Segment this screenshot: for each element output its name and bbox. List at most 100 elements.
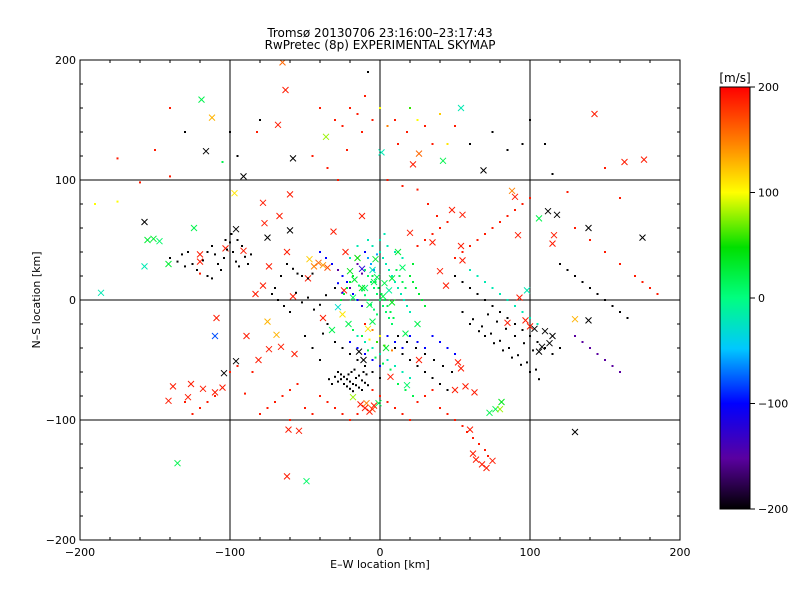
dot-point — [199, 407, 201, 409]
cross-point — [349, 393, 357, 401]
cross-point — [184, 393, 192, 401]
dot-point — [304, 335, 306, 337]
dot-point — [388, 269, 390, 271]
dot-point — [611, 365, 614, 367]
dot-point — [517, 354, 519, 357]
dot-point — [461, 425, 464, 427]
dot-point — [394, 281, 396, 283]
cross-point — [334, 303, 342, 311]
cross-stroke — [550, 231, 558, 239]
dot-point — [301, 301, 303, 304]
dot-point — [397, 143, 399, 145]
cross-stroke — [286, 227, 294, 234]
dot-point — [394, 365, 396, 367]
dot-point — [181, 253, 183, 256]
dot-point — [352, 329, 354, 331]
dot-point — [454, 419, 456, 421]
cross-stroke — [274, 121, 282, 129]
dot-point — [526, 361, 528, 364]
dot-point — [364, 365, 366, 367]
dot-point — [415, 347, 417, 349]
cross-point — [211, 389, 219, 396]
cross-point — [202, 147, 210, 155]
dot-point — [224, 239, 227, 241]
cross-stroke — [156, 237, 163, 245]
dot-point — [454, 125, 456, 127]
dot-point — [454, 353, 456, 355]
dot-point — [611, 305, 614, 307]
cross-stroke — [585, 317, 592, 324]
dot-point — [506, 215, 509, 217]
cross-stroke — [285, 426, 292, 433]
dot-point — [238, 265, 240, 268]
dot-point — [289, 311, 291, 313]
dot-point — [391, 349, 393, 352]
cross-point — [457, 104, 465, 112]
cross-stroke — [471, 389, 478, 396]
x-axis-label: E–W location [km] — [330, 558, 430, 571]
cross-stroke — [388, 275, 396, 282]
cross-point — [232, 357, 240, 365]
dot-point — [446, 389, 449, 391]
cross-stroke — [358, 212, 366, 220]
dot-point — [250, 253, 252, 256]
dot-point — [409, 335, 411, 337]
cross-stroke — [208, 114, 216, 121]
cross-stroke — [243, 332, 250, 340]
cross-point — [363, 399, 370, 407]
cross-stroke — [415, 356, 423, 364]
dot-point — [383, 233, 386, 235]
dot-point — [389, 311, 392, 313]
dot-point — [364, 294, 366, 297]
dot-point — [341, 291, 344, 294]
dot-point — [566, 191, 569, 193]
cross-stroke — [369, 318, 376, 325]
cross-point — [531, 325, 538, 333]
cross-stroke — [358, 265, 366, 273]
cross-stroke — [549, 240, 556, 247]
dot-point — [334, 119, 336, 121]
dot-point — [202, 259, 204, 262]
colorbar-tick-label: 200 — [758, 81, 779, 94]
cross-stroke — [187, 380, 195, 388]
dot-point — [349, 107, 351, 109]
dot-point — [386, 401, 389, 403]
cross-point — [378, 149, 385, 156]
dot-point — [446, 347, 449, 349]
cross-stroke — [363, 399, 370, 407]
cross-point — [571, 428, 579, 436]
cross-point — [220, 369, 228, 377]
dot-point — [404, 389, 407, 391]
cross-stroke — [585, 224, 592, 232]
cross-point — [498, 398, 505, 406]
dot-point — [469, 269, 471, 271]
dot-point — [340, 373, 342, 376]
dot-point — [295, 291, 297, 294]
dot-point — [514, 335, 516, 337]
cross-stroke — [442, 282, 450, 289]
cross-stroke — [211, 389, 219, 396]
dot-point — [476, 239, 479, 241]
cross-stroke — [310, 263, 318, 270]
dot-point — [367, 299, 369, 301]
dot-point — [196, 269, 198, 271]
cross-point — [388, 275, 396, 282]
cross-stroke — [261, 219, 268, 227]
cross-point — [259, 199, 267, 207]
dot-point — [559, 347, 561, 349]
cross-stroke — [498, 398, 505, 406]
x-tick-label: −100 — [215, 546, 245, 559]
cross-point — [286, 191, 294, 198]
cross-point — [295, 427, 303, 435]
dot-point — [388, 317, 390, 319]
cross-stroke — [370, 402, 378, 409]
cross-stroke — [457, 242, 465, 250]
cross-point — [387, 373, 394, 381]
dot-point — [431, 143, 434, 145]
dot-point — [439, 407, 441, 409]
cross-stroke — [283, 473, 291, 480]
dot-point — [187, 251, 189, 253]
dot-point — [401, 353, 404, 355]
cross-stroke — [196, 251, 204, 258]
dot-point — [484, 281, 486, 283]
